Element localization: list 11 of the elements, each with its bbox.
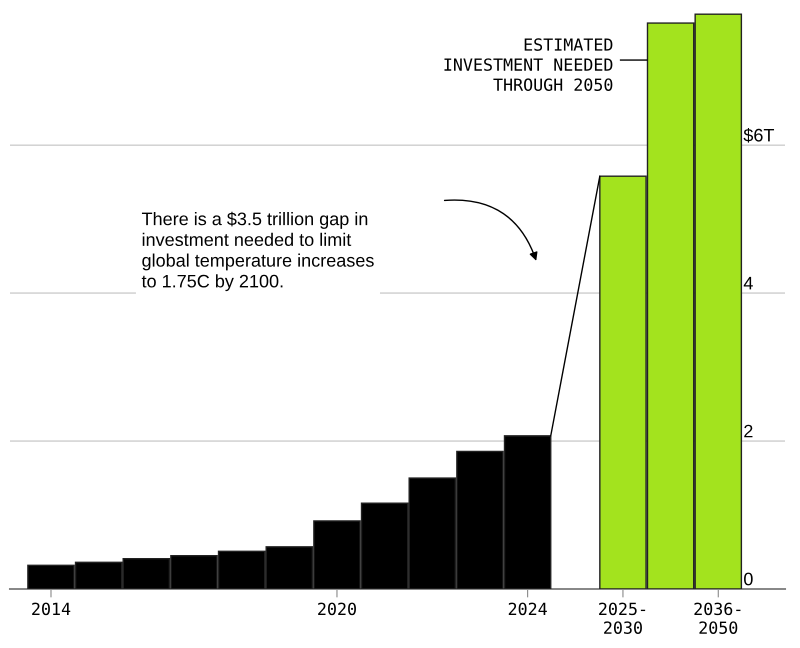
y-tick-label: 2: [744, 424, 752, 438]
annotation: ESTIMATED INVESTMENT NEEDED THROUGH 2050: [444, 38, 612, 91]
y-tick-label: 4: [744, 276, 753, 290]
annotation: There is a $3.5 trillion gap in investment needed to limit global temperature increases to 1.75C by 2100.: [142, 212, 374, 292]
x-tick-label: 2025- 2030: [599, 602, 646, 634]
x-tick-label: 2020: [318, 602, 356, 616]
y-tick-label: 0: [744, 572, 753, 586]
x-tick-label: 2014: [32, 602, 70, 616]
y-tick-label: $6T: [744, 128, 774, 143]
x-tick-label: 2036- 2050: [694, 602, 740, 634]
x-tick-label: 2024: [508, 602, 547, 616]
